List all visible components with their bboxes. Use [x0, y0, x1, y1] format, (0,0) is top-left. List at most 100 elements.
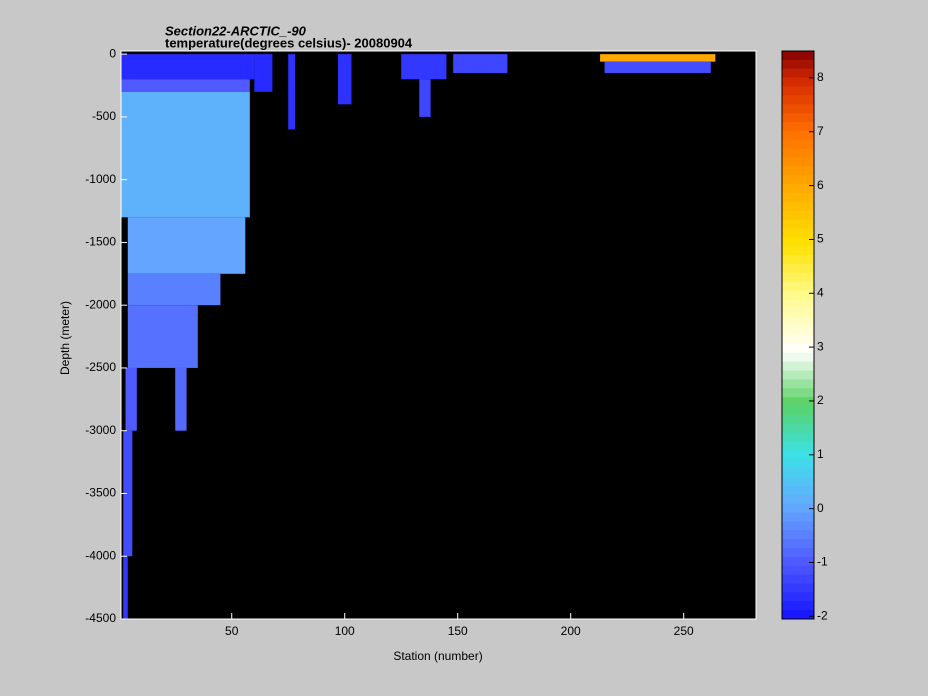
y-tick-label: -1000: [85, 172, 116, 186]
colorbar-swatch: [782, 184, 814, 194]
colorbar-swatch: [782, 521, 814, 531]
colorbar-swatch: [782, 255, 814, 265]
cell: [123, 430, 133, 557]
y-tick-label: -4500: [85, 611, 116, 625]
colorbar-swatch: [782, 104, 814, 114]
cell: [127, 305, 198, 368]
colorbar: -2 -1 0 1 2 3 4 5 6 7 8: [781, 50, 828, 622]
colorbar-swatch: [782, 574, 814, 584]
x-tick-label: 200: [561, 624, 581, 638]
colorbar-swatch: [782, 512, 814, 522]
colorbar-box: [781, 50, 815, 620]
colorbar-swatch: [782, 583, 814, 593]
cells: [121, 54, 716, 619]
colorbar-swatch: [782, 485, 814, 496]
colorbar-swatch: [782, 459, 814, 469]
cell: [175, 367, 187, 431]
colorbar-swatch: [782, 477, 814, 487]
colorbar-swatch: [782, 343, 814, 354]
cell: [254, 54, 273, 92]
cell: [453, 54, 508, 73]
colorbar-swatch: [782, 352, 814, 363]
colorbar-swatch: [782, 414, 814, 425]
colorbar-swatch: [782, 432, 814, 442]
colorbar-swatch: [782, 210, 814, 221]
chart-title: Section22-ARCTIC_-90: [165, 23, 307, 38]
cell: [600, 54, 716, 62]
colorbar-swatch: [782, 157, 814, 167]
colorbar-swatch: [782, 122, 814, 132]
colorbar-swatch: [782, 290, 814, 300]
x-tick-label: 50: [225, 624, 239, 638]
cell: [125, 367, 137, 431]
colorbar-swatch: [782, 272, 814, 283]
x-tick-label: 100: [335, 624, 355, 638]
colorbar-tick-label: 4: [817, 285, 824, 299]
colorbar-swatch: [782, 388, 814, 398]
colorbar-swatch: [782, 556, 814, 567]
colorbar-tick-label: 2: [817, 393, 824, 407]
colorbar-swatch: [782, 130, 814, 141]
y-tick-label: -2500: [85, 360, 116, 374]
axes-box: [120, 50, 757, 620]
cell: [337, 54, 352, 105]
y-tick-label: -3500: [85, 486, 116, 500]
x-axis-label: Station (number): [393, 649, 482, 663]
cell: [127, 273, 221, 306]
colorbar-tick-label: 3: [817, 339, 824, 353]
cell: [121, 54, 255, 80]
y-tick-label: -2000: [85, 297, 116, 311]
colorbar-swatch: [782, 299, 814, 309]
x-tick-label: 150: [448, 624, 468, 638]
colorbar-swatch: [782, 548, 814, 558]
colorbar-swatch: [782, 166, 814, 176]
colorbar-swatch: [782, 503, 814, 513]
colorbar-swatch: [782, 113, 814, 123]
colorbar-swatch: [782, 68, 814, 79]
chart-subtitle: temperature(degrees celsius)- 20080904: [165, 35, 413, 50]
colorbar-swatch: [782, 441, 814, 451]
colorbar-swatch: [782, 59, 814, 70]
y-tick-label: -3000: [85, 423, 116, 437]
colorbar-swatch: [782, 237, 814, 247]
colorbar-swatch: [782, 148, 814, 158]
cell: [419, 79, 431, 117]
colorbar-swatch: [782, 95, 814, 105]
cell: [127, 217, 246, 274]
colorbar-swatch: [782, 335, 814, 345]
cell: [604, 61, 711, 73]
colorbar-swatch: [782, 326, 814, 336]
colorbar-swatch: [782, 450, 814, 460]
colorbar-tick-label: 0: [817, 501, 824, 515]
colorbar-swatch: [782, 77, 814, 87]
colorbar-tick-label: -2: [817, 608, 828, 622]
colorbar-swatch: [782, 530, 814, 540]
colorbar-tick-label: 5: [817, 232, 824, 246]
colorbar-swatch: [782, 317, 814, 327]
colorbar-swatch: [782, 361, 814, 371]
y-tick-label: -4000: [85, 548, 116, 562]
colorbar-swatch: [782, 406, 814, 416]
colorbar-swatch: [782, 139, 814, 150]
colorbar-swatch: [782, 308, 814, 318]
y-tick-label: 0: [109, 46, 116, 60]
y-tick-label: -500: [92, 109, 116, 123]
y-tick-label: -1500: [85, 235, 116, 249]
colorbar-swatch: [782, 281, 814, 292]
cell: [121, 91, 250, 218]
y-axis-label: Depth (meter): [58, 301, 72, 375]
colorbar-tick-label: -1: [817, 555, 828, 569]
cell: [123, 556, 128, 619]
colorbar-swatch: [782, 51, 814, 61]
colorbar-swatch: [782, 264, 814, 274]
colorbar-tick-label: 1: [817, 447, 824, 461]
colorbar-swatch: [782, 370, 814, 380]
colorbar-swatch: [782, 228, 814, 238]
colorbar-swatch: [782, 592, 814, 602]
colorbar-swatch: [782, 379, 814, 389]
colorbar-swatch: [782, 565, 814, 576]
colorbar-swatch: [782, 201, 814, 212]
colorbar-swatch: [782, 397, 814, 407]
colorbar-tick-label: 7: [817, 124, 824, 138]
colorbar-tick-label: 8: [817, 70, 824, 84]
